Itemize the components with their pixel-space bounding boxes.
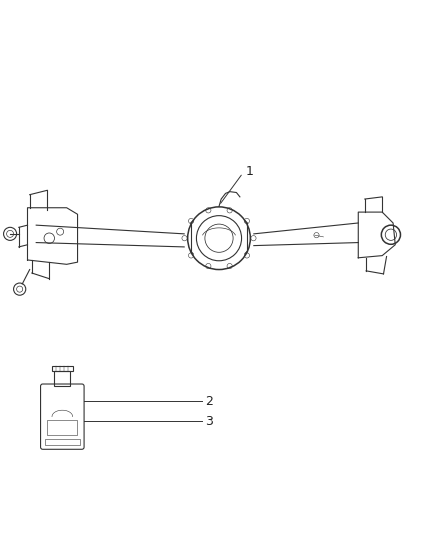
Bar [52,366,73,371]
Bar [54,371,70,386]
Text: 3: 3 [205,415,213,427]
Text: 1: 1 [246,165,254,178]
Bar [45,439,80,445]
Text: 2: 2 [205,395,213,408]
Bar [47,419,77,435]
